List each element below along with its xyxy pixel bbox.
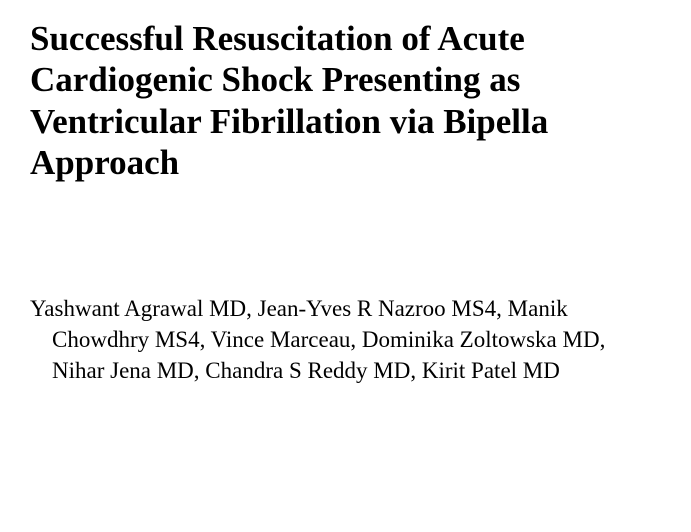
slide-frame: Successful Resuscitation of Acute Cardio…	[0, 0, 691, 532]
slide-content: Successful Resuscitation of Acute Cardio…	[0, 0, 691, 406]
slide-authors: Yashwant Agrawal MD, Jean-Yves R Nazroo …	[30, 293, 661, 386]
slide-title: Successful Resuscitation of Acute Cardio…	[30, 18, 661, 183]
